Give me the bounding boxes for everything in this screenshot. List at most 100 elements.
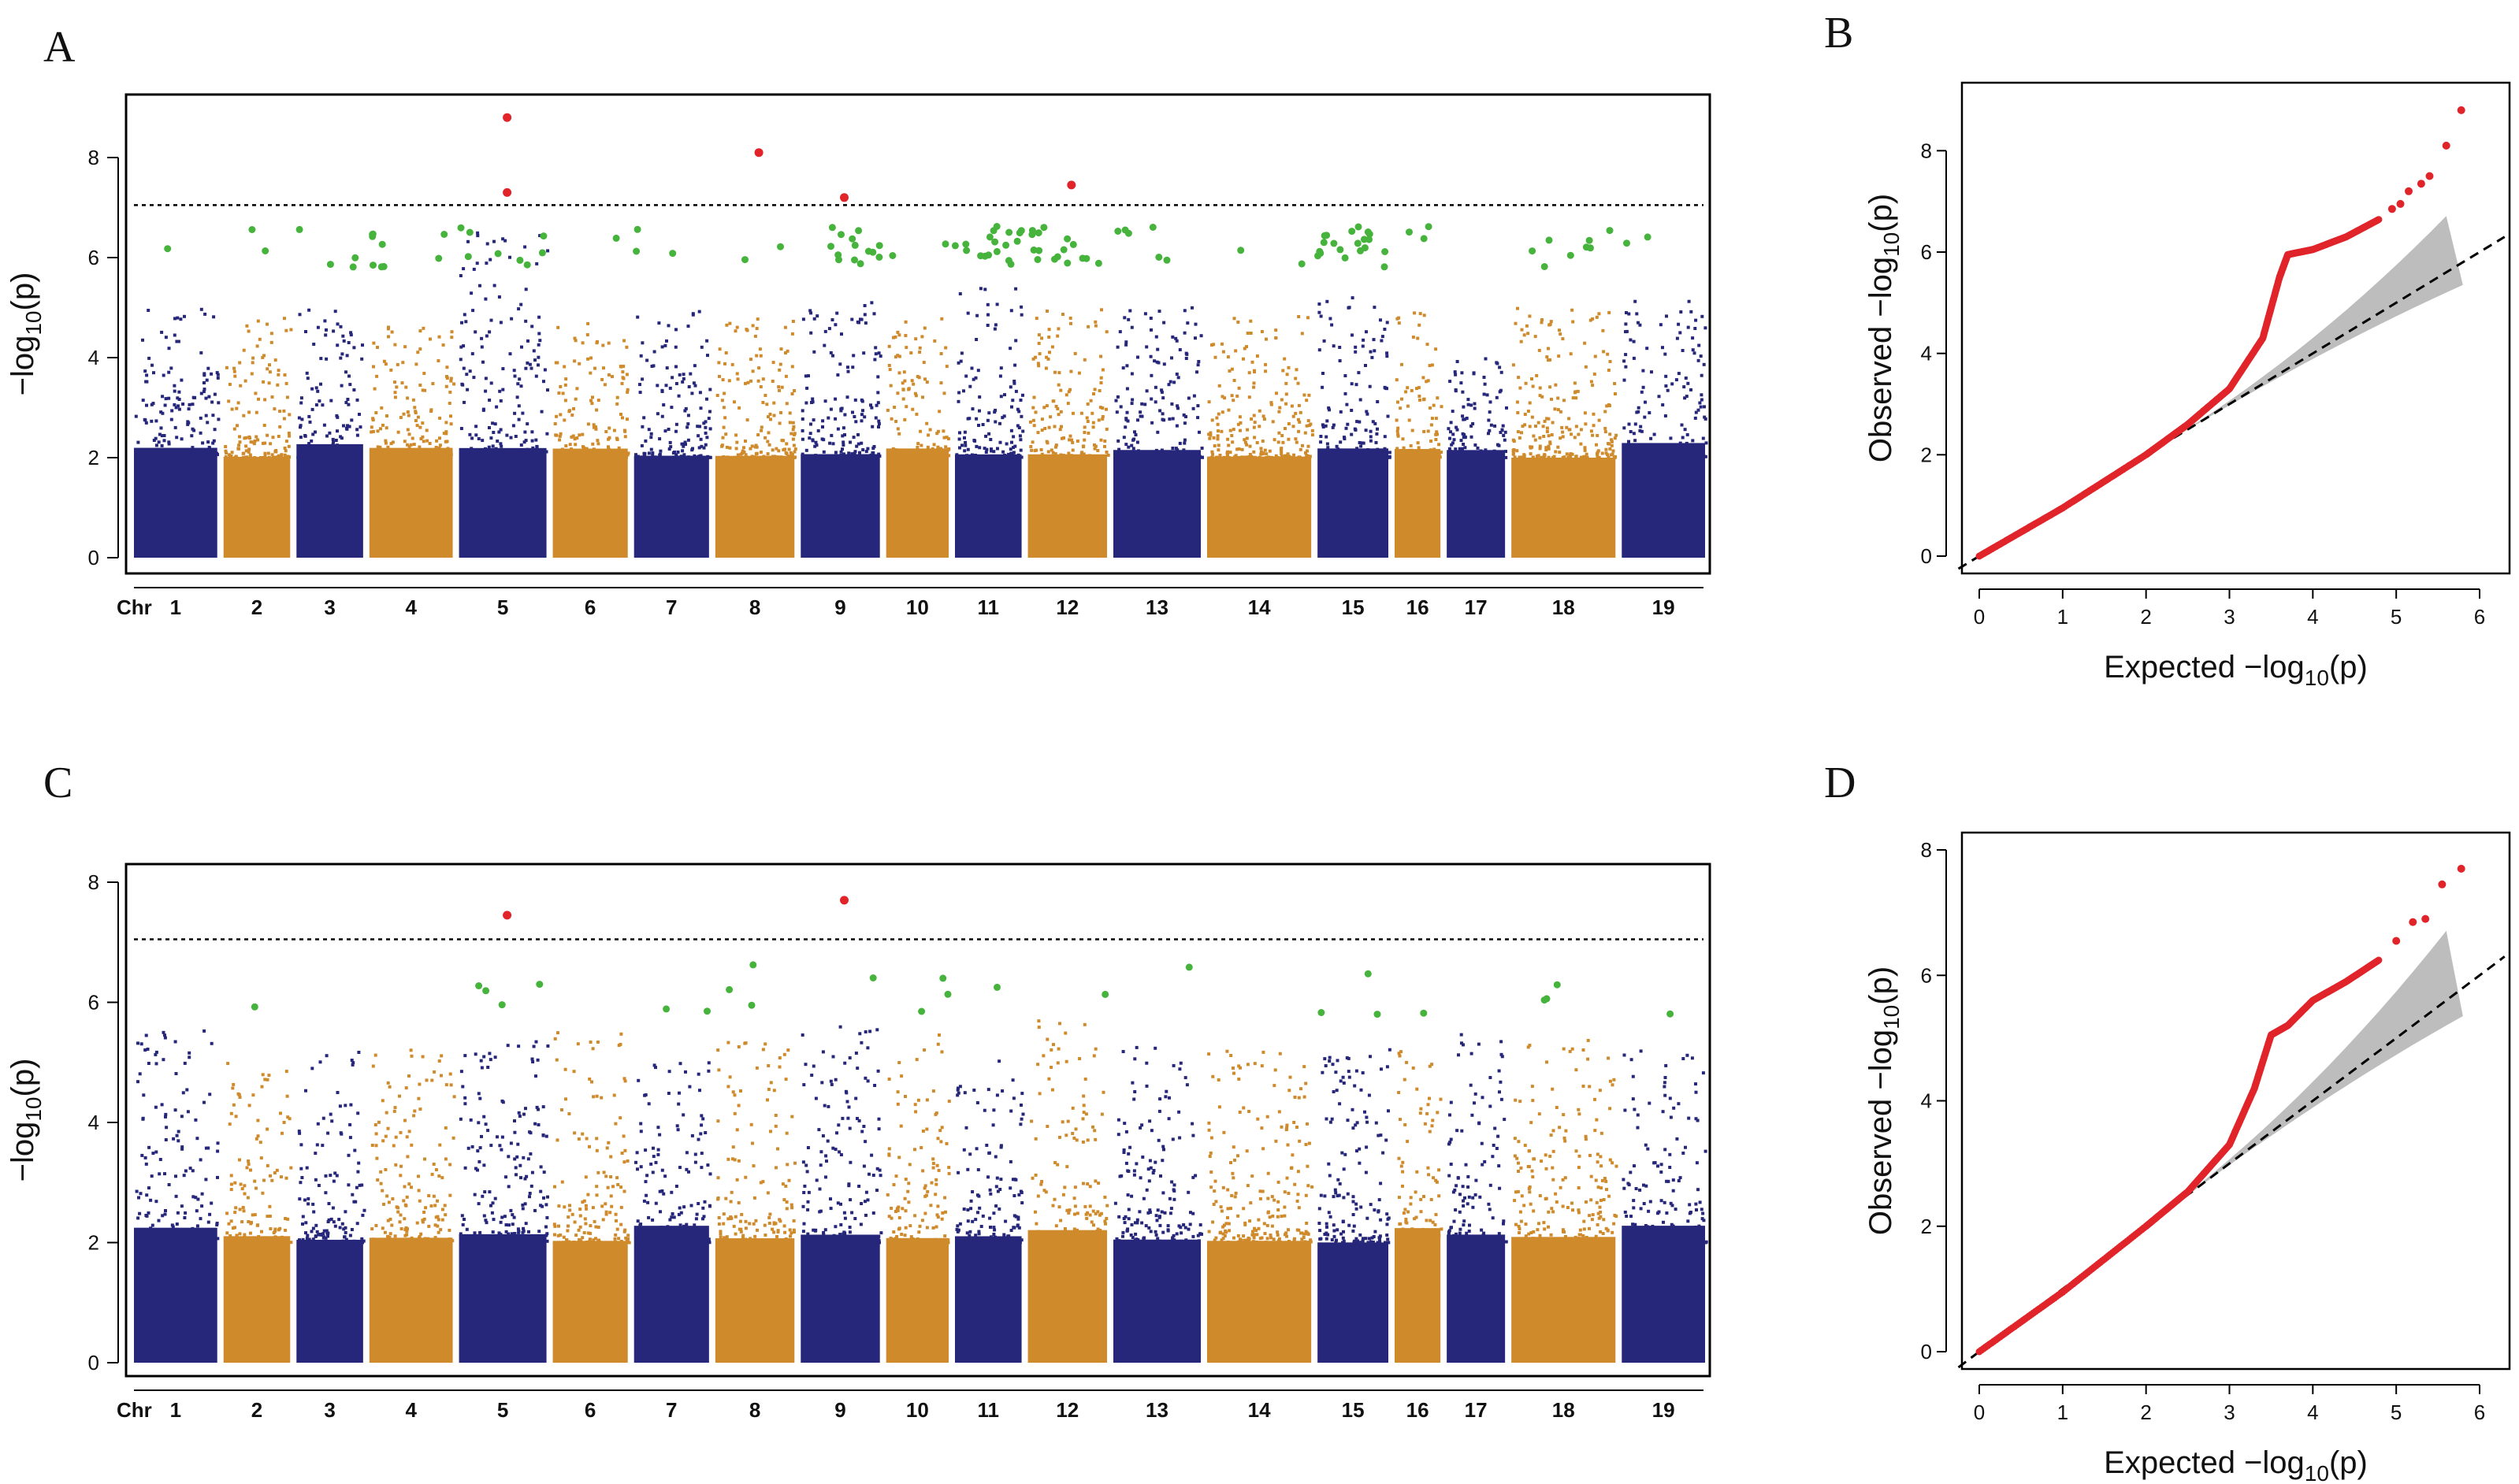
snp-point <box>191 395 195 399</box>
snp-point <box>286 1217 290 1221</box>
snp-point <box>995 302 999 306</box>
snp-point <box>1287 365 1291 369</box>
snp-point <box>1565 425 1569 429</box>
snp-point <box>617 446 621 450</box>
suggestive-snp <box>1623 239 1630 247</box>
chr-8-dense-band <box>715 1238 795 1363</box>
snp-point <box>176 1139 180 1143</box>
snp-point <box>1375 432 1379 436</box>
snp-point <box>1487 432 1490 436</box>
suggestive-snp <box>1585 236 1593 244</box>
snp-point <box>1277 431 1281 435</box>
snp-point <box>1160 448 1164 452</box>
snp-point <box>1691 336 1695 340</box>
snp-point <box>491 1230 495 1234</box>
snp-point <box>784 1237 788 1241</box>
snp-point <box>1012 446 1015 450</box>
snp-point <box>1177 455 1181 459</box>
snp-point <box>670 406 674 410</box>
snp-point <box>464 320 468 324</box>
snp-point <box>693 1160 697 1164</box>
snp-point <box>1014 287 1018 291</box>
snp-point <box>1040 336 1044 340</box>
snp-point <box>385 1194 389 1198</box>
snp-point <box>626 1241 630 1245</box>
snp-point <box>1265 456 1269 459</box>
snp-point <box>911 407 915 411</box>
snp-point <box>845 1241 849 1245</box>
snp-point <box>1281 440 1285 444</box>
snp-point <box>1383 328 1387 331</box>
snp-point <box>1661 403 1665 406</box>
snp-point <box>489 381 493 385</box>
snp-point <box>433 1223 437 1227</box>
snp-point <box>1009 309 1013 313</box>
snp-point <box>423 388 427 392</box>
snp-point <box>412 443 416 447</box>
snp-point <box>755 354 759 358</box>
snp-point <box>704 1131 708 1134</box>
snp-point <box>445 377 449 380</box>
snp-point <box>202 372 206 376</box>
snp-point <box>301 451 305 454</box>
snp-point <box>508 255 511 259</box>
snp-point <box>206 1238 210 1242</box>
snp-point <box>808 432 812 436</box>
snp-point <box>897 454 901 458</box>
snp-point <box>676 451 680 454</box>
snp-point <box>845 395 849 399</box>
snp-point <box>287 455 291 459</box>
snp-point <box>1603 426 1607 430</box>
snp-point <box>1064 393 1068 397</box>
snp-point <box>185 448 189 452</box>
snp-point <box>1037 333 1041 337</box>
snp-point <box>896 330 900 334</box>
snp-point <box>808 436 812 440</box>
snp-point <box>1263 448 1267 452</box>
snp-point <box>1130 372 1134 376</box>
snp-point <box>183 314 186 318</box>
snp-point <box>1542 435 1546 438</box>
snp-point <box>370 1227 374 1231</box>
snp-point <box>155 1241 159 1245</box>
snp-point <box>644 1180 648 1184</box>
snp-point <box>407 1130 411 1133</box>
snp-point <box>1136 449 1140 453</box>
snp-point <box>526 339 529 343</box>
snp-point <box>957 391 961 395</box>
snp-point <box>1440 405 1443 409</box>
snp-point <box>556 1241 560 1245</box>
snp-point <box>1236 321 1240 324</box>
snp-point <box>1343 452 1347 456</box>
snp-point <box>860 419 864 423</box>
snp-point <box>284 1176 288 1180</box>
snp-point <box>237 443 241 447</box>
snp-point <box>230 407 234 411</box>
snp-point <box>387 1200 391 1204</box>
snp-point <box>422 456 425 459</box>
snp-point <box>529 1131 533 1135</box>
snp-point <box>864 1190 868 1194</box>
snp-point <box>793 432 797 436</box>
snp-point <box>198 1233 202 1237</box>
snp-point <box>273 358 277 362</box>
snp-point <box>1455 428 1459 432</box>
snp-point <box>1418 398 1421 402</box>
snp-point <box>535 445 539 449</box>
snp-point <box>1645 451 1649 454</box>
snp-point <box>590 402 594 406</box>
snp-point <box>1123 316 1127 320</box>
snp-point <box>1637 406 1640 410</box>
snp-point <box>903 379 907 383</box>
snp-point <box>606 1185 610 1189</box>
snp-point <box>307 1196 310 1200</box>
snp-point <box>625 373 629 377</box>
snp-point <box>871 1211 875 1215</box>
snp-point <box>652 364 656 368</box>
snp-point <box>373 1123 377 1126</box>
snp-point <box>958 431 961 435</box>
snp-point <box>812 350 816 354</box>
snp-point <box>399 1164 403 1168</box>
snp-point <box>1125 387 1129 391</box>
